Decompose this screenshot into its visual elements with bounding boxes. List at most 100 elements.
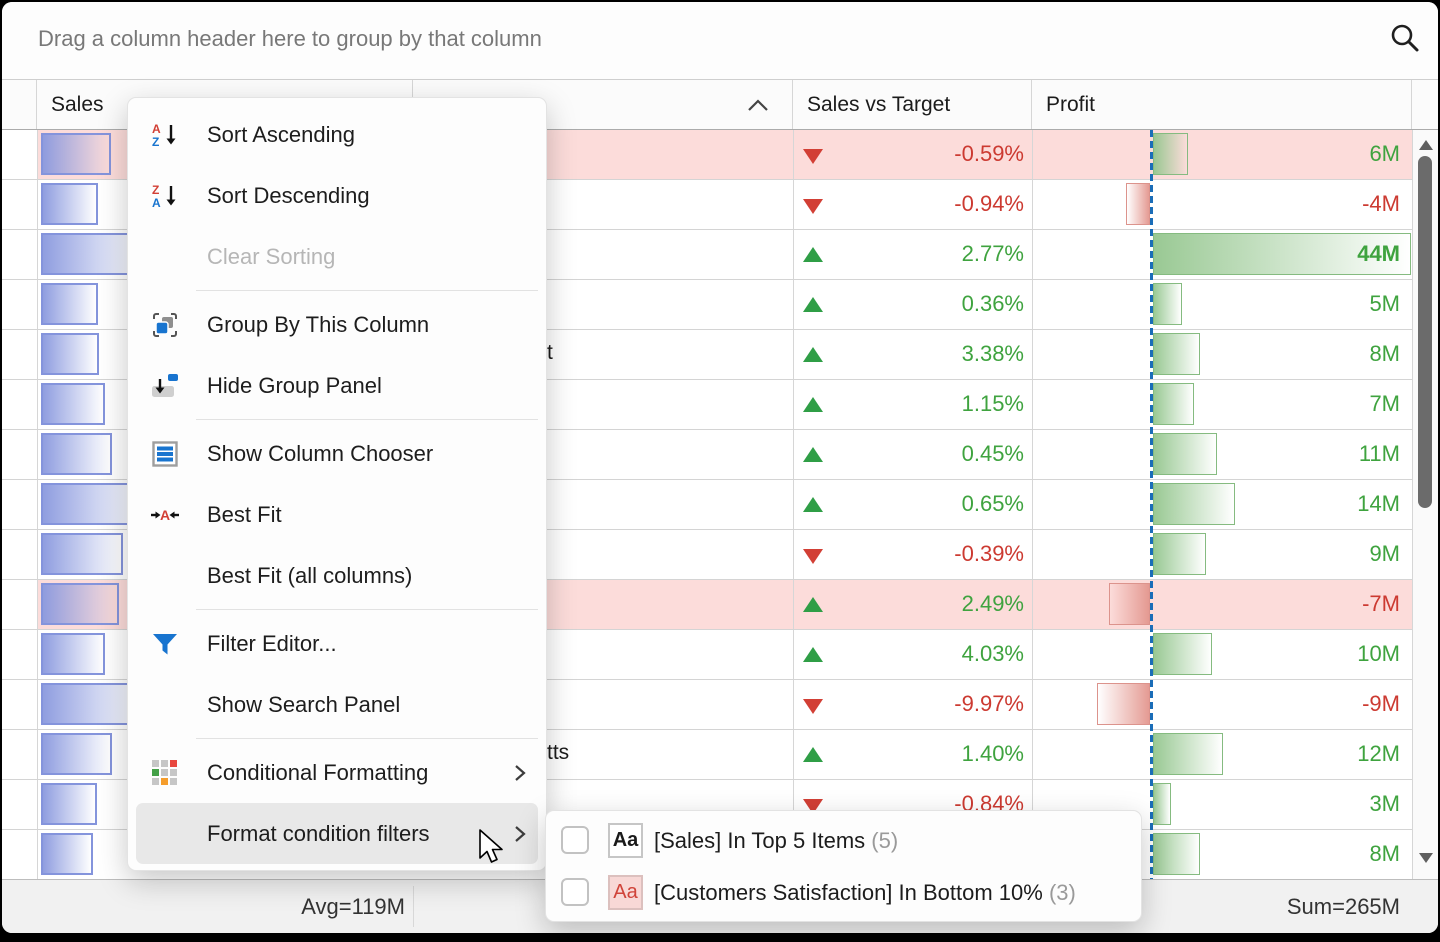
filter-count: (3) <box>1049 880 1076 905</box>
filter-count: (5) <box>871 828 898 853</box>
menu-item-label: Best Fit (all columns) <box>207 563 412 589</box>
menu-item-filter-editor[interactable]: Filter Editor... <box>128 613 546 674</box>
submenu-item-label: [Customers Satisfaction] In Bottom 10% (… <box>654 880 1076 906</box>
menu-item-group-by-this-column[interactable]: Group By This Column <box>128 294 546 355</box>
grid-line <box>37 430 38 479</box>
profit-value: 14M <box>1032 491 1400 517</box>
sales-data-bar <box>41 483 141 525</box>
menu-item-hide-group-panel[interactable]: Hide Group Panel <box>128 355 546 416</box>
header-sales-vs-target[interactable]: Sales vs Target <box>793 80 1032 129</box>
submenu-item-customers-satisfaction-in-bottom-10[interactable]: Aa[Customers Satisfaction] In Bottom 10%… <box>546 869 1141 919</box>
menu-item-label: Sort Ascending <box>207 122 355 148</box>
filter-checkbox[interactable] <box>561 878 589 906</box>
sales-vs-target-value: 2.77% <box>793 241 1024 267</box>
profit-value: 5M <box>1032 291 1400 317</box>
menu-item-sort-ascending[interactable]: A Z Sort Ascending <box>128 104 546 165</box>
grid-line <box>37 830 38 879</box>
menu-item-show-search-panel[interactable]: Show Search Panel <box>128 674 546 735</box>
menu-item-label: Format condition filters <box>207 821 430 847</box>
data-grid: Drag a column header here to group by th… <box>2 2 1438 933</box>
column-context-menu: A Z Sort Ascending Z A Sort DescendingCl… <box>127 97 547 871</box>
menu-item-label: Hide Group Panel <box>207 373 382 399</box>
chevron-right-icon <box>512 823 528 850</box>
sales-vs-target-value: -0.94% <box>793 191 1024 217</box>
profit-value: 10M <box>1032 641 1400 667</box>
menu-item-show-column-chooser[interactable]: Show Column Chooser <box>128 423 546 484</box>
scroll-down-icon[interactable] <box>1419 853 1433 863</box>
menu-item-label: Sort Descending <box>207 183 370 209</box>
filter-checkbox[interactable] <box>561 826 589 854</box>
profit-value: 44M <box>1032 241 1400 267</box>
grid-line <box>37 330 38 379</box>
sales-average-summary: Avg=119M <box>37 894 405 920</box>
scroll-up-icon[interactable] <box>1419 140 1433 150</box>
group-by-icon <box>150 310 180 340</box>
profit-value: 7M <box>1032 391 1400 417</box>
sales-vs-target-value: -0.59% <box>793 141 1024 167</box>
menu-item-best-fit[interactable]: A Best Fit <box>128 484 546 545</box>
column-chooser-icon <box>150 439 180 469</box>
format-preview-badge: Aa <box>608 823 643 858</box>
grid-line <box>37 230 38 279</box>
scrollbar-thumb[interactable] <box>1418 156 1432 508</box>
menu-item-format-condition-filters[interactable]: Format condition filters <box>136 803 538 864</box>
grid-line <box>37 730 38 779</box>
menu-separator <box>196 419 538 420</box>
sales-data-bar <box>41 183 98 225</box>
hide-group-panel-icon <box>150 371 180 401</box>
sales-vs-target-value: 4.03% <box>793 641 1024 667</box>
header-profit-label: Profit <box>1046 93 1095 117</box>
footer-separator <box>413 886 414 927</box>
search-icon[interactable] <box>1386 20 1424 58</box>
svg-text:A: A <box>152 196 161 210</box>
app-window: Drag a column header here to group by th… <box>0 0 1440 942</box>
svg-text:A: A <box>152 122 161 136</box>
menu-item-label: Group By This Column <box>207 312 429 338</box>
chevron-right-icon <box>512 762 528 789</box>
sales-vs-target-value: -9.97% <box>793 691 1024 717</box>
grid-line <box>37 480 38 529</box>
menu-item-label: Conditional Formatting <box>207 760 428 786</box>
group-panel-hint: Drag a column header here to group by th… <box>38 26 542 52</box>
grid-line <box>37 130 38 179</box>
sales-data-bar <box>41 533 123 575</box>
grid-line <box>37 180 38 229</box>
profit-value: 12M <box>1032 741 1400 767</box>
header-sales-label: Sales <box>51 93 104 117</box>
menu-item-best-fit-all-columns[interactable]: Best Fit (all columns) <box>128 545 546 606</box>
svg-text:A: A <box>160 507 170 523</box>
chevron-up-icon <box>746 98 770 112</box>
sales-data-bar <box>41 333 99 375</box>
sales-data-bar <box>41 233 141 275</box>
sales-vs-target-value: 2.49% <box>793 591 1024 617</box>
sales-vs-target-value: 0.65% <box>793 491 1024 517</box>
grid-line <box>37 680 38 729</box>
group-by-panel[interactable]: Drag a column header here to group by th… <box>2 2 1438 80</box>
menu-item-sort-descending[interactable]: Z A Sort Descending <box>128 165 546 226</box>
sales-vs-target-value: 0.45% <box>793 441 1024 467</box>
state-cell-text: tts <box>547 741 569 765</box>
svg-text:Z: Z <box>152 135 159 149</box>
sales-vs-target-value: 1.15% <box>793 391 1024 417</box>
conditional-formatting-icon <box>150 758 180 788</box>
vertical-scrollbar[interactable] <box>1412 130 1438 879</box>
header-row-indicator <box>2 80 37 129</box>
header-profit[interactable]: Profit <box>1032 80 1412 129</box>
submenu-item-sales-in-top-5-items[interactable]: Aa [Sales] In Top 5 Items (5) <box>546 817 1141 867</box>
grid-line <box>37 280 38 329</box>
format-condition-filters-submenu: Aa [Sales] In Top 5 Items (5) Aa[Customers… <box>545 810 1142 922</box>
profit-value: -9M <box>1032 691 1400 717</box>
grid-line <box>37 780 38 829</box>
grid-line <box>37 380 38 429</box>
sales-vs-target-value: 3.38% <box>793 341 1024 367</box>
submenu-item-label: [Sales] In Top 5 Items (5) <box>654 828 898 854</box>
profit-value: -4M <box>1032 191 1400 217</box>
sales-data-bar <box>41 633 105 675</box>
profit-value: -7M <box>1032 591 1400 617</box>
sales-vs-target-value: -0.39% <box>793 541 1024 567</box>
sales-data-bar <box>41 433 112 475</box>
sales-vs-target-value: 1.40% <box>793 741 1024 767</box>
menu-separator <box>196 290 538 291</box>
menu-item-label: Filter Editor... <box>207 631 337 657</box>
menu-item-conditional-formatting[interactable]: Conditional Formatting <box>128 742 546 803</box>
